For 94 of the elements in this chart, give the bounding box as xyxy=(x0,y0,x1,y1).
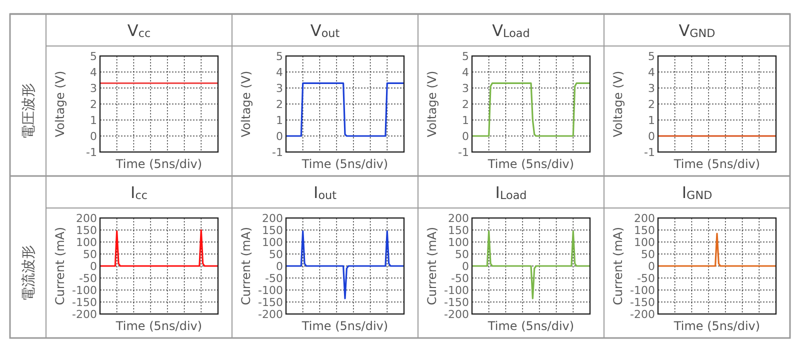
x-axis-title: Time (5ns/div) xyxy=(300,319,388,333)
y-tick-label: -1 xyxy=(644,146,655,159)
y-tick-label: 5 xyxy=(462,50,469,63)
y-tick-label: 1 xyxy=(648,114,655,127)
y-tick-label: -50 xyxy=(265,272,283,285)
y-tick-label: 0 xyxy=(276,130,283,143)
chart-title: V$_{out}$ xyxy=(310,21,340,40)
chart-title: V$_{Load}$ xyxy=(492,21,530,40)
text: 電流波形 xyxy=(21,245,37,301)
y-tick-label: 3 xyxy=(90,82,97,95)
y-tick-label: -50 xyxy=(637,272,655,285)
y-tick-label: 50 xyxy=(269,248,283,261)
y-tick-label: -100 xyxy=(72,284,97,297)
chart-title: I$_{out}$ xyxy=(313,183,338,202)
y-tick-label: -1 xyxy=(458,146,469,159)
x-axis-title: Time (5ns/div) xyxy=(486,319,574,333)
line-series xyxy=(99,229,219,267)
y-tick-label: 150 xyxy=(262,224,283,237)
y-tick-label: -1 xyxy=(272,146,283,159)
y-tick-label: -200 xyxy=(258,308,283,321)
y-tick-label: -100 xyxy=(630,284,655,297)
y-axis-title: Current (mA) xyxy=(425,226,439,306)
y-tick-label: 5 xyxy=(90,50,97,63)
y-tick-label: 3 xyxy=(462,82,469,95)
x-axis-title: Time (5ns/div) xyxy=(114,319,202,333)
y-tick-label: -50 xyxy=(79,272,97,285)
y-tick-label: 1 xyxy=(462,114,469,127)
line-series xyxy=(285,230,405,300)
y-tick-label: 0 xyxy=(90,260,97,273)
y-tick-label: 0 xyxy=(90,130,97,143)
y-tick-label: -150 xyxy=(258,296,283,309)
x-axis-title: Time (5ns/div) xyxy=(486,157,574,171)
y-tick-label: 1 xyxy=(276,114,283,127)
y-tick-label: 200 xyxy=(262,212,283,225)
y-tick-label: 200 xyxy=(634,212,655,225)
y-tick-label: 2 xyxy=(90,98,97,111)
y-tick-label: -200 xyxy=(72,308,97,321)
y-tick-label: -200 xyxy=(444,308,469,321)
y-axis-title: Voltage (V) xyxy=(239,70,253,138)
y-tick-label: 150 xyxy=(448,224,469,237)
y-tick-label: 200 xyxy=(76,212,97,225)
text: 電圧波形 xyxy=(21,83,37,139)
y-tick-label: 100 xyxy=(262,236,283,249)
y-tick-label: 50 xyxy=(455,248,469,261)
y-tick-label: -100 xyxy=(444,284,469,297)
y-tick-label: 0 xyxy=(648,130,655,143)
x-axis-title: Time (5ns/div) xyxy=(672,157,760,171)
y-tick-label: 150 xyxy=(634,224,655,237)
y-tick-label: 3 xyxy=(648,82,655,95)
chart-title: I$_{GND}$ xyxy=(682,183,712,202)
y-tick-label: 4 xyxy=(276,66,283,79)
y-tick-label: -200 xyxy=(630,308,655,321)
y-tick-label: 200 xyxy=(448,212,469,225)
x-axis-title: Time (5ns/div) xyxy=(114,157,202,171)
y-tick-label: 50 xyxy=(641,248,655,261)
y-tick-label: 2 xyxy=(462,98,469,111)
y-tick-label: -150 xyxy=(444,296,469,309)
y-tick-label: 0 xyxy=(276,260,283,273)
y-axis-title: Voltage (V) xyxy=(425,70,439,138)
y-tick-label: 1 xyxy=(90,114,97,127)
chart-title: V$_{cc}$ xyxy=(127,21,151,40)
chart-title: I$_{cc}$ xyxy=(130,183,148,202)
y-tick-label: 3 xyxy=(276,82,283,95)
y-tick-label: -1 xyxy=(86,146,97,159)
y-tick-label: 0 xyxy=(462,130,469,143)
y-axis-title: Current (mA) xyxy=(239,226,253,306)
chart-title: I$_{Load}$ xyxy=(495,183,527,202)
y-tick-label: 4 xyxy=(90,66,97,79)
y-tick-label: 2 xyxy=(276,98,283,111)
y-axis-title: Current (mA) xyxy=(53,226,67,306)
chart-title: V$_{GND}$ xyxy=(678,21,716,40)
y-tick-label: -100 xyxy=(258,284,283,297)
y-tick-label: 150 xyxy=(76,224,97,237)
x-axis-title: Time (5ns/div) xyxy=(672,319,760,333)
line-series xyxy=(471,230,591,300)
y-tick-label: -150 xyxy=(72,296,97,309)
y-tick-label: 0 xyxy=(648,260,655,273)
y-axis-title: Voltage (V) xyxy=(53,70,67,138)
y-tick-label: 5 xyxy=(276,50,283,63)
y-tick-label: 100 xyxy=(76,236,97,249)
y-tick-label: 4 xyxy=(462,66,469,79)
y-tick-label: 100 xyxy=(634,236,655,249)
y-tick-label: -150 xyxy=(630,296,655,309)
x-axis-title: Time (5ns/div) xyxy=(300,157,388,171)
y-tick-label: 100 xyxy=(448,236,469,249)
line-series xyxy=(471,82,591,137)
y-tick-label: 4 xyxy=(648,66,655,79)
y-axis-title: Voltage (V) xyxy=(611,70,625,138)
y-tick-label: -50 xyxy=(451,272,469,285)
y-tick-label: 50 xyxy=(83,248,97,261)
y-tick-label: 0 xyxy=(462,260,469,273)
y-axis-title: Current (mA) xyxy=(611,226,625,306)
y-tick-label: 5 xyxy=(648,50,655,63)
y-tick-label: 2 xyxy=(648,98,655,111)
